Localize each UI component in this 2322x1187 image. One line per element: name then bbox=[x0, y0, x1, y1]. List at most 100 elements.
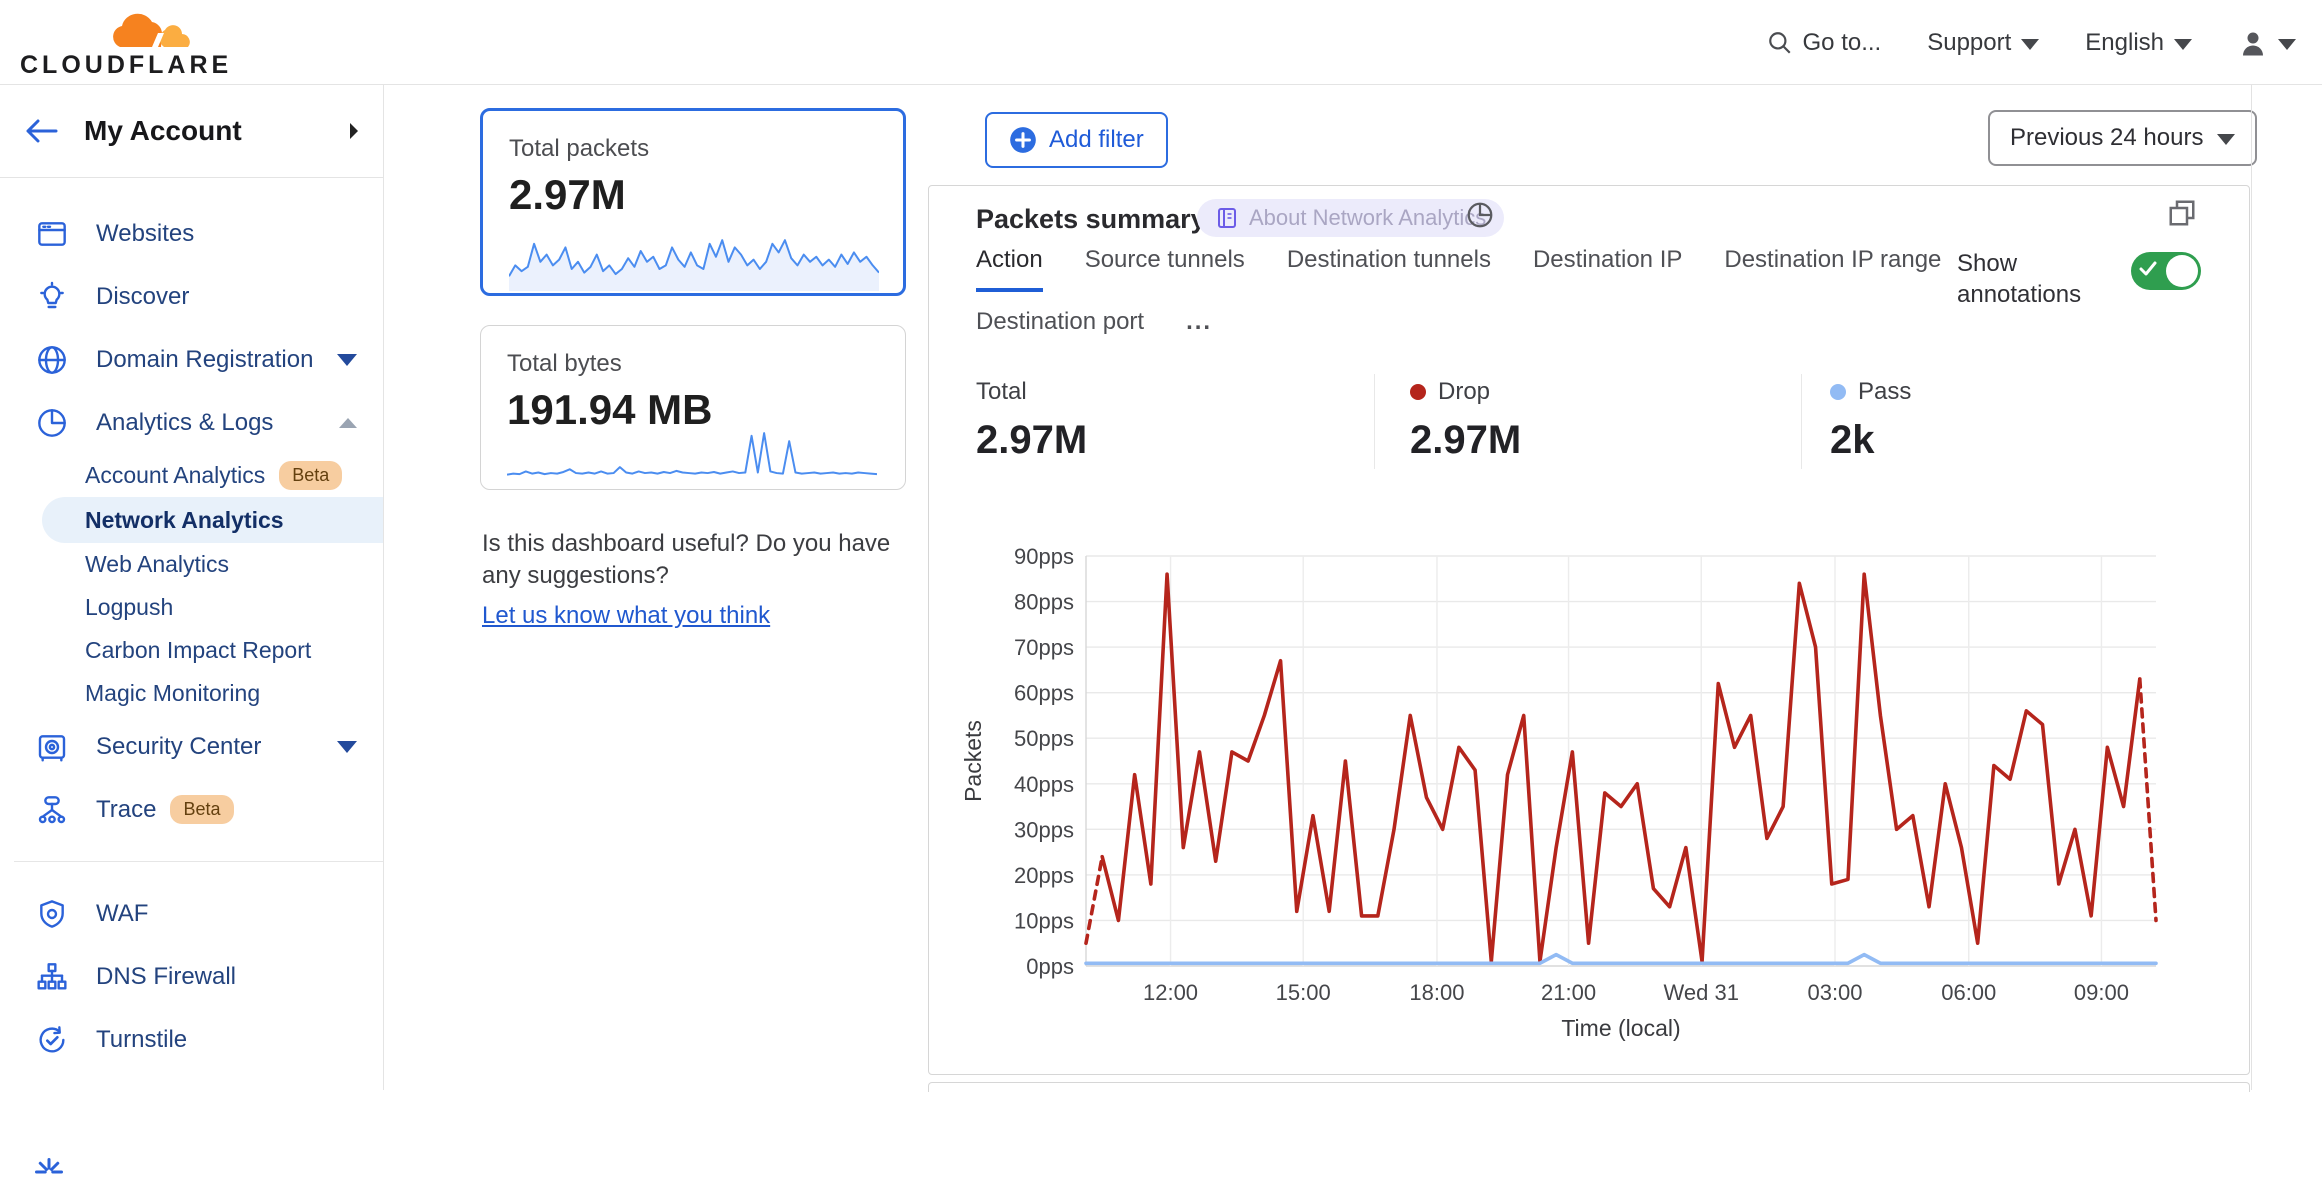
svg-text:90pps: 90pps bbox=[1014, 544, 1074, 569]
tab-destination-port[interactable]: Destination port bbox=[976, 308, 1145, 335]
language-menu[interactable]: English bbox=[2085, 29, 2192, 57]
about-network-analytics-pill[interactable]: About Network Analytics bbox=[1197, 199, 1505, 237]
logo-wordmark: CLOUDFLARE bbox=[20, 51, 233, 79]
packets-summary-panel: Packets summary About Network Analytics … bbox=[928, 185, 2250, 1075]
annotations-toggle[interactable] bbox=[2131, 252, 2201, 290]
sidebar-item-analytics-logs[interactable]: Analytics & Logs bbox=[0, 391, 383, 454]
sidebar-item-turnstile[interactable]: Turnstile bbox=[0, 1008, 383, 1071]
plus-circle-icon bbox=[1010, 127, 1036, 153]
pie-chart-button[interactable] bbox=[1465, 200, 1495, 230]
sidebar-subitem-label: Carbon Impact Report bbox=[85, 637, 312, 663]
svg-text:Time (local): Time (local) bbox=[1561, 1015, 1680, 1041]
sidebar-item-trace[interactable]: Trace Beta bbox=[0, 778, 383, 841]
dimension-tabs: Action Source tunnels Destination tunnels D… bbox=[976, 246, 1976, 350]
chevron-down-icon bbox=[2278, 38, 2296, 50]
tab-source-tunnels[interactable]: Source tunnels bbox=[1084, 246, 1245, 273]
total-bytes-card[interactable]: Total bytes 191.94 MB bbox=[480, 325, 906, 490]
sidebar-item-label: Domain Registration bbox=[96, 345, 314, 373]
back-arrow-icon bbox=[26, 119, 58, 143]
tab-destination-tunnels[interactable]: Destination tunnels bbox=[1286, 246, 1491, 273]
pass-dot bbox=[1830, 384, 1846, 400]
sidebar-subitem-web-analytics[interactable]: Web Analytics bbox=[0, 543, 383, 586]
total-bytes-sparkline bbox=[507, 432, 877, 476]
turnstile-icon bbox=[39, 1025, 65, 1052]
feedback-link[interactable]: Let us know what you think bbox=[482, 602, 771, 629]
account-menu[interactable] bbox=[2238, 28, 2296, 58]
goto-search[interactable]: Go to... bbox=[1767, 29, 1881, 57]
card-title: Total bytes bbox=[507, 350, 622, 377]
svg-text:Packets: Packets bbox=[960, 720, 986, 802]
sidebar-subitem-account-analytics[interactable]: Account Analytics Beta bbox=[0, 454, 383, 497]
time-range-dropdown[interactable]: Previous 24 hours bbox=[1988, 110, 2258, 166]
account-label: My Account bbox=[84, 115, 242, 146]
top-header: CLOUDFLARE Go to... Support English bbox=[0, 0, 2322, 85]
sidebar-item-label: Analytics & Logs bbox=[96, 408, 274, 436]
sidebar-item-label: Discover bbox=[96, 282, 190, 310]
support-menu[interactable]: Support bbox=[1927, 29, 2040, 57]
cloudflare-logo[interactable]: CLOUDFLARE bbox=[20, 5, 228, 81]
divider bbox=[1374, 374, 1375, 469]
sidebar-subitem-carbon-impact-report[interactable]: Carbon Impact Report bbox=[0, 629, 383, 672]
trace-icon bbox=[38, 795, 66, 823]
svg-text:10pps: 10pps bbox=[1014, 908, 1074, 933]
sidebar-item-label: Turnstile bbox=[96, 1025, 188, 1053]
tab-action[interactable]: Action bbox=[976, 246, 1043, 292]
sidebar-item-websites[interactable]: Websites bbox=[0, 202, 383, 265]
expand-panel-icon[interactable] bbox=[2167, 198, 2197, 228]
feedback-question: Is this dashboard useful? Do you have an… bbox=[482, 530, 891, 589]
sidebar-nav: Websites Discover Domain Registration Analy… bbox=[0, 178, 383, 1071]
time-range-label: Previous 24 hours bbox=[2010, 124, 2204, 151]
about-pill-label: About Network Analytics bbox=[1249, 205, 1487, 230]
sidebar-item-domain-registration[interactable]: Domain Registration bbox=[0, 328, 383, 391]
tab-destination-ip[interactable]: Destination IP bbox=[1532, 246, 1683, 273]
sidebar-item-label: DNS Firewall bbox=[96, 962, 237, 990]
tab-destination-ip-range[interactable]: Destination IP range bbox=[1724, 246, 1942, 273]
sidebar-item-discover[interactable]: Discover bbox=[0, 265, 383, 328]
tabs-overflow-button[interactable]: ... bbox=[1186, 308, 1213, 335]
card-title: Total packets bbox=[509, 135, 650, 162]
sidebar-subitem-network-analytics[interactable]: Network Analytics bbox=[42, 497, 383, 543]
stat-drop: Drop 2.97M bbox=[1410, 378, 1521, 463]
sidebar-item-waf[interactable]: WAF bbox=[0, 882, 383, 945]
sidebar-item-dns-firewall[interactable]: DNS Firewall bbox=[0, 945, 383, 1008]
svg-text:80pps: 80pps bbox=[1014, 590, 1074, 615]
sidebar-item-security-center[interactable]: Security Center bbox=[0, 715, 383, 778]
drop-dot bbox=[1410, 384, 1426, 400]
svg-text:40pps: 40pps bbox=[1014, 772, 1074, 797]
chevron-up-icon bbox=[339, 417, 357, 428]
card-value: 191.94 MB bbox=[507, 386, 713, 433]
sidebar-item-label: Security Center bbox=[96, 732, 262, 760]
chevron-down-icon bbox=[2217, 134, 2236, 145]
book-icon bbox=[1218, 208, 1236, 228]
add-filter-button[interactable]: Add filter bbox=[985, 112, 1168, 168]
svg-text:50pps: 50pps bbox=[1014, 726, 1074, 751]
sidebar-subitem-magic-monitoring[interactable]: Magic Monitoring bbox=[0, 672, 383, 715]
stat-label: Total bbox=[976, 378, 1027, 405]
account-selector[interactable]: My Account bbox=[0, 85, 383, 178]
beta-badge: Beta bbox=[170, 795, 234, 824]
sidebar-subitem-label: Network Analytics bbox=[85, 506, 284, 533]
check-icon bbox=[2139, 261, 2157, 276]
stat-value: 2.97M bbox=[1410, 418, 1522, 462]
feedback-block: Is this dashboard useful? Do you have an… bbox=[482, 528, 922, 632]
stat-label: Drop bbox=[1438, 378, 1491, 405]
stat-label: Pass bbox=[1858, 378, 1912, 405]
language-label: English bbox=[2085, 28, 2164, 56]
svg-text:15:00: 15:00 bbox=[1276, 980, 1331, 1005]
svg-text:30pps: 30pps bbox=[1014, 817, 1074, 842]
dns-hierarchy-icon bbox=[37, 962, 67, 990]
next-panel-top-edge bbox=[928, 1082, 2250, 1092]
sidebar-item-label: Websites bbox=[96, 219, 195, 247]
svg-text:06:00: 06:00 bbox=[1941, 980, 1996, 1005]
total-packets-card[interactable]: Total packets 2.97M bbox=[480, 108, 906, 296]
sidebar-subitem-logpush[interactable]: Logpush bbox=[0, 586, 383, 629]
shield-icon bbox=[40, 899, 64, 928]
show-annotations-label: Show annotations bbox=[1957, 250, 2082, 308]
divider bbox=[1801, 374, 1802, 469]
svg-text:03:00: 03:00 bbox=[1807, 980, 1862, 1005]
svg-text:12:00: 12:00 bbox=[1143, 980, 1198, 1005]
sidebar-subitem-label: Web Analytics bbox=[85, 551, 230, 577]
pie-chart-icon bbox=[38, 408, 66, 437]
sidebar: My Account Websites Discover Domain Regist… bbox=[0, 85, 384, 1174]
partial-nav-icon[interactable] bbox=[34, 1157, 68, 1187]
